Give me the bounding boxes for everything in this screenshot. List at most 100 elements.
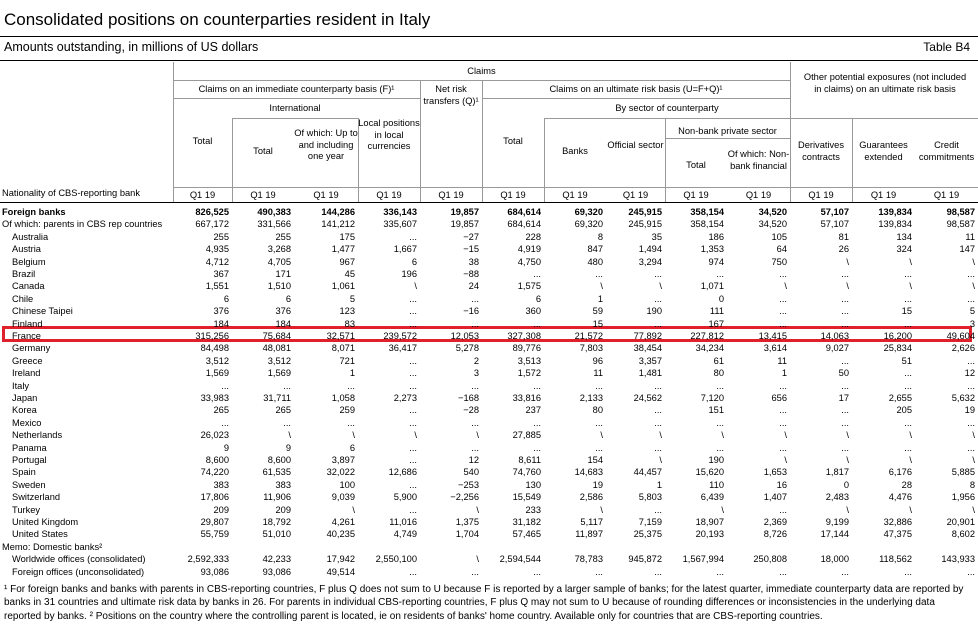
table-cell: 358,154 <box>690 219 724 230</box>
table-cell: 16,200 <box>883 331 912 341</box>
table-cell: ... <box>779 417 787 428</box>
table-cell: ... <box>533 318 541 329</box>
table-cell: ... <box>221 380 229 391</box>
table-cell: 2,273 <box>393 393 417 403</box>
table-cell: 974 <box>708 256 724 267</box>
row-label: Ireland <box>12 368 41 379</box>
table-cell: 12,686 <box>388 467 417 478</box>
period-label: Q1 19 <box>189 190 216 200</box>
table-cell: 57,107 <box>820 219 849 230</box>
table-cell: ... <box>595 380 603 391</box>
period-label: Q1 19 <box>376 190 402 200</box>
row-label: Worldwide offices (consolidated) <box>12 554 146 565</box>
header-claims: Claims <box>467 66 496 76</box>
table-cell: −16 <box>463 306 479 317</box>
table-cell: 239,572 <box>383 331 417 341</box>
table-cell: 8,726 <box>763 529 787 540</box>
row-label: United States <box>12 529 68 540</box>
table-cell: 5,900 <box>393 492 417 503</box>
row-label: Foreign banks <box>2 207 66 217</box>
table-cell: 1,704 <box>455 529 479 540</box>
table-cell: 1 <box>656 479 662 490</box>
table-cell: ... <box>967 293 975 304</box>
table-cell: ... <box>904 442 912 453</box>
table-cell: ... <box>471 318 479 329</box>
row-label: Japan <box>12 393 38 403</box>
table-cell: \ <box>909 504 912 515</box>
table-cell: 34,520 <box>758 207 787 217</box>
period-label: Q1 19 <box>313 190 339 200</box>
table-cell: 186 <box>708 231 724 242</box>
table-cell: 25,375 <box>633 529 662 540</box>
table-cell: 55,759 <box>200 529 229 540</box>
table-cell: ... <box>779 293 787 304</box>
table-cell: ... <box>716 566 724 577</box>
table-cell: 3 <box>473 368 479 379</box>
table-cell: 228 <box>525 231 541 242</box>
table-cell: ... <box>409 231 417 242</box>
table-cell: 75,684 <box>262 331 291 341</box>
table-cell: 227,812 <box>690 331 724 341</box>
table-cell: 847 <box>587 244 603 255</box>
table-cell: ... <box>779 566 787 577</box>
table-cell: ... <box>471 566 479 577</box>
table-cell: 335,607 <box>383 219 417 230</box>
table-cell: \ <box>846 455 849 465</box>
table-cell: ... <box>654 405 662 416</box>
table-cell: 1,667 <box>393 244 417 255</box>
table-cell: 12,053 <box>450 331 479 341</box>
table-cell: 110 <box>709 479 724 490</box>
table-cell: ... <box>654 504 662 515</box>
table-cell: ... <box>654 318 662 329</box>
table-cell: 945,872 <box>628 554 662 565</box>
table-cell: 130 <box>525 479 541 490</box>
table-cell: ... <box>779 269 787 279</box>
table-cell: 6,176 <box>888 467 912 478</box>
table-cell: 167 <box>708 318 724 329</box>
table-cell: \ <box>352 504 355 515</box>
table-cell: 265 <box>213 405 229 416</box>
row-label: Spain <box>12 467 36 478</box>
table-cell: 33,816 <box>512 393 541 403</box>
table-cell: 96 <box>592 355 603 366</box>
table-cell: 134 <box>896 231 912 242</box>
table-cell: 1,353 <box>700 244 724 255</box>
table-cell: 6 <box>411 256 417 267</box>
table-cell: 17 <box>838 393 849 403</box>
table-cell: −27 <box>463 231 479 242</box>
table-cell: ... <box>779 405 787 416</box>
table-cell: −88 <box>463 269 479 279</box>
table-cell: ... <box>654 566 662 577</box>
table-cell: \ <box>846 430 849 441</box>
table-cell: 38,454 <box>633 343 662 354</box>
table-cell: 540 <box>463 467 479 478</box>
table-cell: 36,417 <box>388 343 417 354</box>
period-label: Q1 19 <box>250 190 276 200</box>
table-cell: 376 <box>213 306 229 317</box>
header-immediate: Claims on an immediate counterparty basi… <box>198 84 395 94</box>
table-cell: 93,086 <box>200 566 229 577</box>
header-nationality: Nationality of CBS-reporting bank <box>2 188 140 198</box>
table-cell: 196 <box>401 269 417 279</box>
column-header: Credit commitments <box>918 140 975 162</box>
table-cell: 105 <box>771 231 787 242</box>
table-cell: 0 <box>843 479 849 490</box>
table-cell: ... <box>841 417 849 428</box>
table-cell: 7,120 <box>700 393 724 403</box>
period-label: Q1 19 <box>745 190 772 200</box>
row-label: Chinese Taipei <box>12 306 73 317</box>
table-cell: 4,712 <box>205 256 229 267</box>
table-cell: ... <box>967 355 975 366</box>
table-cell: 16 <box>776 479 787 490</box>
row-label: Netherlands <box>12 430 63 441</box>
table-cell: 139,834 <box>878 207 912 217</box>
table-cell: 3,268 <box>267 244 291 255</box>
table-cell: ... <box>409 318 417 329</box>
table-cell: 3,512 <box>267 355 291 366</box>
page-subtitle: Amounts outstanding, in millions of US d… <box>4 40 259 54</box>
table-cell: 18,000 <box>820 554 849 565</box>
table-cell: 84,498 <box>200 343 229 354</box>
table-cell: \ <box>352 430 355 441</box>
table-cell: ... <box>967 380 975 391</box>
table-cell: ... <box>779 504 787 515</box>
